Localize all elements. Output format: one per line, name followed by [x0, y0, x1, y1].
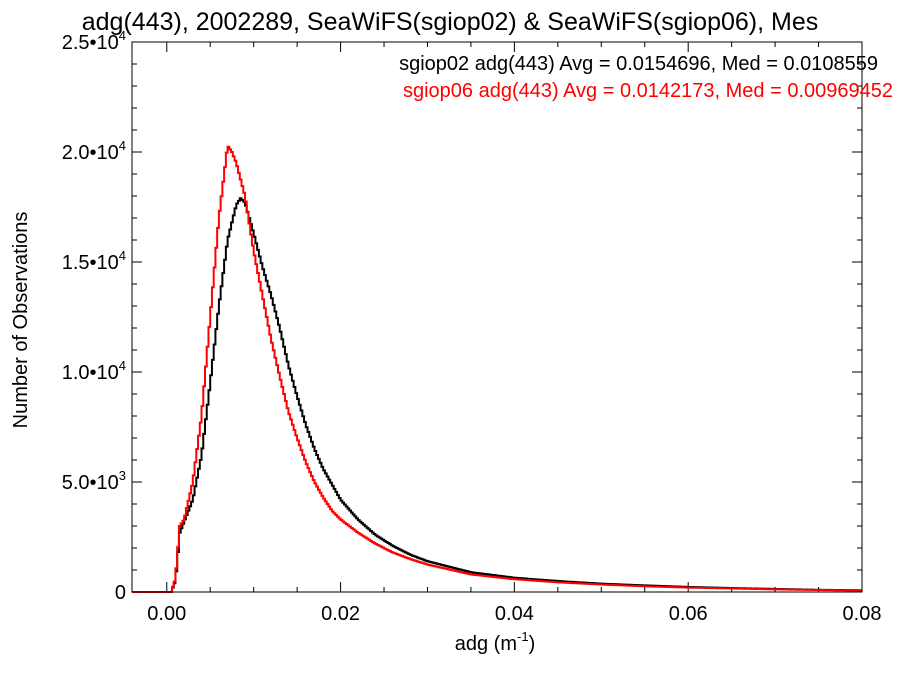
x-tick-label: 0.06	[669, 603, 708, 625]
series-layer	[132, 145, 862, 593]
plot-frame	[131, 41, 863, 593]
y-axis-label: Number of Observations	[10, 212, 32, 429]
x-tick-label: 0.02	[321, 603, 360, 625]
tick-labels: 0.00 0.02 0.04 0.06 0.08 0 5.0•103 1.0•104 1.5•1…	[62, 28, 882, 625]
x-tick-label: 0.04	[495, 603, 534, 625]
x-axis-label-text: adg (m	[455, 633, 517, 655]
x-axis-label-close: )	[529, 633, 536, 655]
series-line-sgiop06	[132, 145, 862, 593]
x-axis-label: adg (m-1)	[455, 629, 535, 655]
y-tick-label: 5.0•103	[62, 468, 126, 494]
legend-entry-sgiop06: sgiop06 adg(443) Avg = 0.0142173, Med = …	[403, 80, 893, 102]
y-tick-label: 0	[115, 582, 126, 604]
x-tick-label: 0.00	[147, 603, 186, 625]
y-tick-label: 1.0•104	[62, 358, 126, 384]
y-tick-label: 2.0•104	[62, 138, 126, 164]
y-tick-label: 1.5•104	[62, 248, 126, 274]
chart-title: adg(443), 2002289, SeaWiFS(sgiop02) & Se…	[82, 8, 818, 36]
x-axis-label-superscript: -1	[517, 629, 529, 644]
legend-entry-sgiop02: sgiop02 adg(443) Avg = 0.0154696, Med = …	[399, 53, 878, 75]
y-tick-label: 2.5•104	[62, 28, 126, 54]
x-tick-label: 0.08	[843, 603, 882, 625]
